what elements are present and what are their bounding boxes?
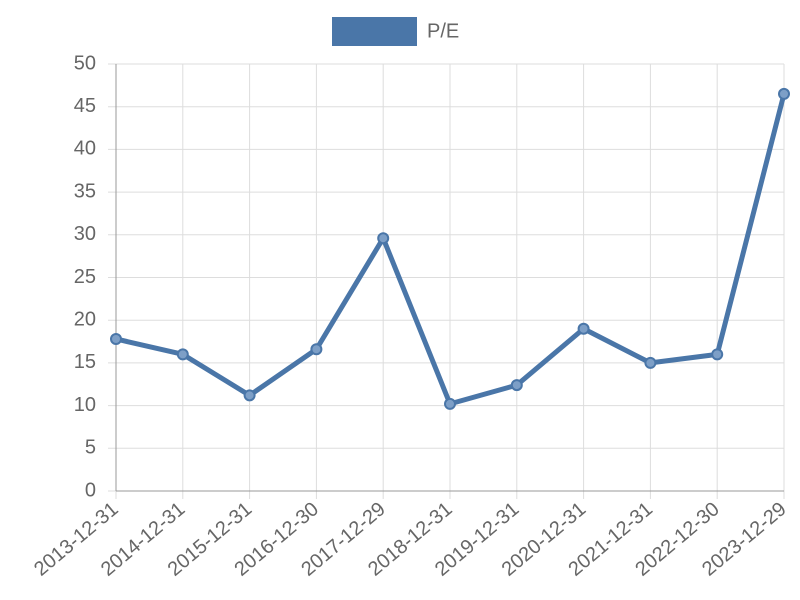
point bbox=[577, 322, 590, 335]
y-tick-label: 50 bbox=[74, 52, 96, 74]
point bbox=[377, 232, 390, 245]
y-tick-label: 25 bbox=[74, 266, 96, 288]
y-tick-label: 30 bbox=[74, 223, 96, 245]
y-tick-label: 20 bbox=[74, 308, 96, 330]
y-tick-label: 40 bbox=[74, 138, 96, 160]
y-tick-label: 5 bbox=[85, 437, 96, 459]
point bbox=[310, 343, 323, 356]
legend: P/E bbox=[332, 17, 459, 46]
y-tick-label: 45 bbox=[74, 95, 96, 117]
point bbox=[644, 356, 657, 369]
point bbox=[176, 348, 189, 361]
point bbox=[243, 389, 256, 402]
y-tick-label: 15 bbox=[74, 351, 96, 373]
y-tick-label: 35 bbox=[74, 180, 96, 202]
y-tick-label: 0 bbox=[85, 479, 96, 501]
point bbox=[778, 87, 790, 100]
point bbox=[510, 379, 523, 392]
y-tick-label: 10 bbox=[74, 394, 96, 416]
legend-swatch bbox=[332, 17, 417, 46]
point bbox=[711, 348, 724, 361]
point bbox=[110, 332, 122, 345]
point bbox=[444, 397, 456, 410]
legend-label: P/E bbox=[427, 20, 459, 42]
